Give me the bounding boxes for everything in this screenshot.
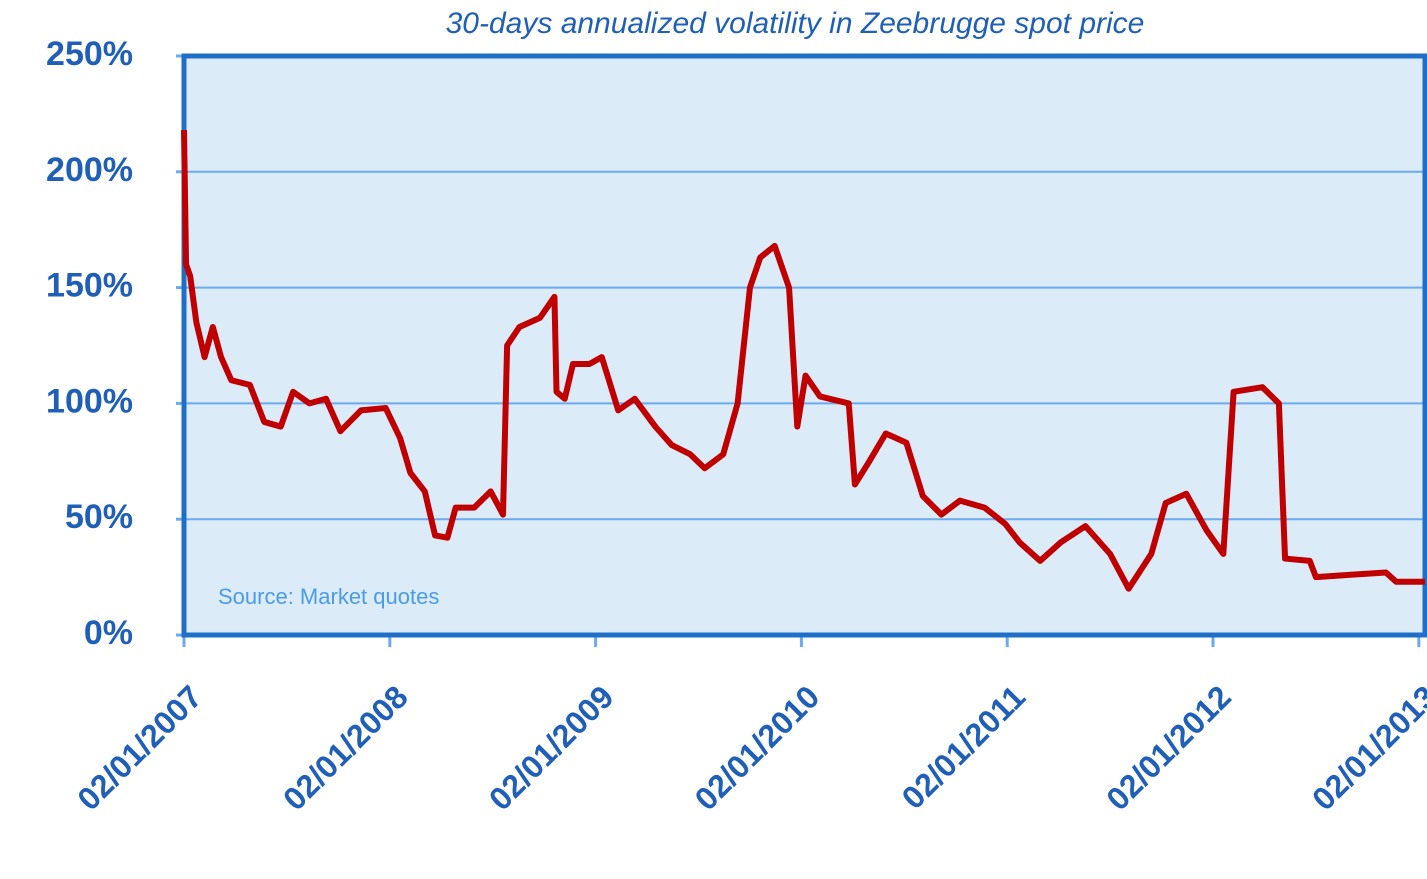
plot-border — [181, 53, 1427, 638]
x-tick-label: 02/01/2012 — [1099, 678, 1238, 817]
y-tick-label: 200% — [46, 151, 133, 189]
y-tick-label: 150% — [46, 267, 133, 305]
plot-background — [184, 56, 1425, 635]
chart-title: 30-days annualized volatility in Zeebrug… — [446, 7, 1145, 40]
x-tick-label: 02/01/2009 — [482, 678, 621, 817]
y-tick-label: 100% — [46, 382, 133, 420]
x-tick-label: 02/01/2013 — [1305, 678, 1427, 817]
x-tick-label: 02/01/2008 — [276, 678, 415, 817]
x-tick-label: 02/01/2007 — [70, 678, 209, 817]
y-tick-label: 50% — [65, 498, 133, 536]
data-line — [181, 130, 1425, 592]
y-tick-label: 0% — [84, 614, 133, 652]
annotation: Source: Market quotes — [218, 584, 439, 609]
y-tick-label: 250% — [46, 35, 133, 73]
x-tick-label: 02/01/2010 — [688, 678, 827, 817]
x-tick-label: 02/01/2011 — [895, 678, 1032, 815]
